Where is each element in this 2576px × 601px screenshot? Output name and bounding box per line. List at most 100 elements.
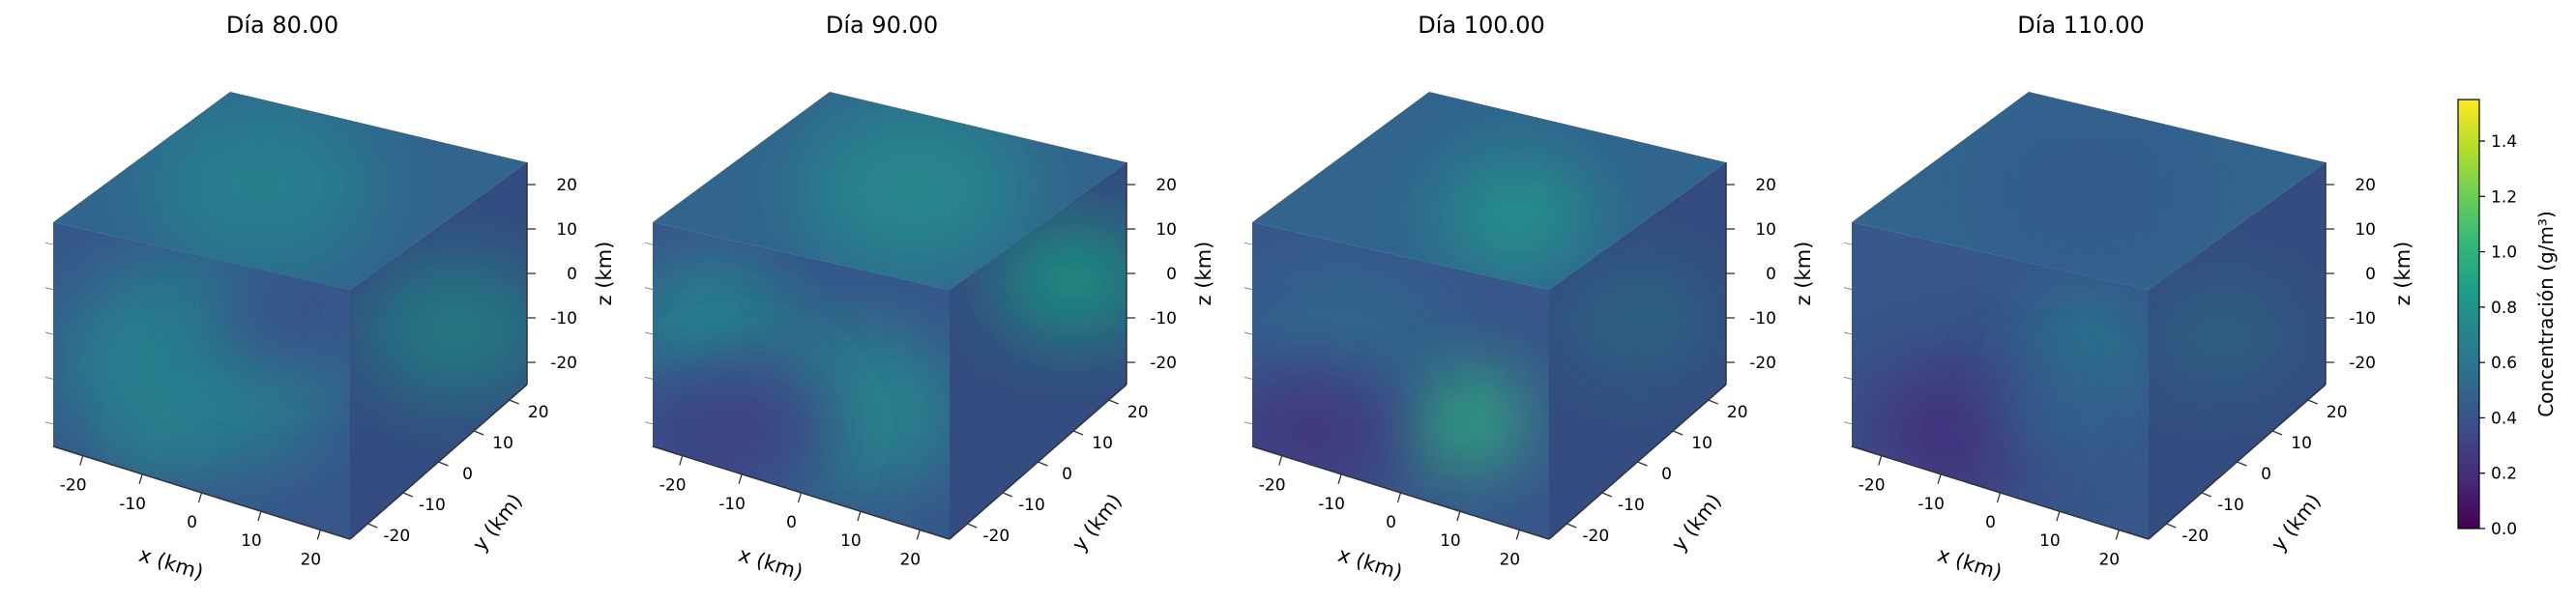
z-tick-label: 20 [556, 176, 577, 195]
x-tick-label: -20 [1259, 476, 1286, 496]
z-tick-label: -10 [1150, 309, 1177, 329]
y-tick-label: 10 [492, 434, 513, 453]
pane-tick [644, 287, 654, 291]
x-tick-label: -20 [1859, 476, 1886, 496]
z-tick-label: 10 [2355, 220, 2376, 240]
z-tick-label: -20 [2349, 354, 2376, 373]
y-tick-mark [1708, 399, 1718, 405]
y-tick-label: 10 [1092, 434, 1113, 453]
y-tick-mark [1072, 430, 1084, 436]
y-axis-label: y (km) [1068, 489, 1127, 555]
pane-tick [1843, 287, 1853, 291]
concentration-blob [2149, 274, 2299, 394]
pane-tick [644, 421, 654, 425]
y-axis-label: y (km) [468, 489, 527, 555]
pane-tick [644, 331, 654, 335]
z-tick-label: -10 [550, 309, 577, 329]
x-tick-label: -10 [1318, 495, 1345, 514]
y-tick-mark [1002, 492, 1013, 498]
y-tick-mark [1108, 399, 1119, 405]
colorbar-tick-label: 0.2 [2491, 465, 2517, 484]
x-tick-label: 20 [2098, 550, 2120, 569]
pane-tick [1843, 376, 1853, 380]
x-tick-mark [1937, 473, 1942, 484]
x-tick-mark [2056, 511, 2061, 522]
pane-tick [1843, 331, 1853, 335]
panel-3: Día 100.00 -20 -10 0 10 20 x (km) -20 -10 0 10 20 y … [1244, 12, 1815, 585]
side-shade [950, 162, 1127, 539]
x-tick-label: 20 [899, 550, 921, 569]
x-tick-mark [79, 455, 84, 466]
x-axis-label: x (km) [136, 543, 206, 585]
z-axis-label: z (km) [593, 242, 616, 306]
concentration-blob [1440, 157, 1592, 272]
z-tick-label: 10 [1755, 220, 1776, 240]
side-shade [1549, 162, 1726, 539]
concentration-blob [1976, 106, 2202, 277]
x-tick-mark [1396, 492, 1402, 503]
colorbar-gradient [2457, 99, 2480, 529]
y-axis-label: y (km) [2267, 489, 2326, 555]
panels: Día 80.00 -20 -10 0 10 20 x (km) -20 -10 0 10 20 y (… [44, 12, 2415, 585]
colorbar-tick-label: 0.4 [2491, 409, 2517, 428]
z-axis-label: z (km) [1192, 242, 1215, 306]
x-tick-label: 10 [2039, 531, 2061, 551]
concentration-blob [1252, 358, 1408, 502]
y-tick-label: -20 [1582, 527, 1609, 546]
z-tick-label: 0 [1166, 265, 1177, 284]
x-tick-mark [857, 511, 862, 522]
x-axis-label: x (km) [736, 543, 805, 585]
y-tick-label: 0 [1062, 465, 1072, 484]
x-axis-label: x (km) [1335, 543, 1405, 585]
x-tick-label: -20 [60, 476, 87, 496]
y-tick-label: -10 [1618, 496, 1645, 515]
y-tick-label: 20 [1727, 403, 1748, 422]
y-tick-mark [2271, 430, 2283, 436]
y-tick-mark [2201, 492, 2212, 498]
y-tick-mark [1637, 461, 1648, 467]
panel-2: Día 90.00 -20 -10 0 10 20 x (km) -20 -10 0 10 20 y (… [644, 12, 1215, 585]
y-tick-label: 0 [462, 465, 473, 484]
concentration-blob [147, 100, 374, 270]
colorbar-tick-label: 1.0 [2491, 243, 2517, 263]
x-tick-label: -10 [718, 495, 746, 514]
y-tick-label: -20 [2181, 527, 2209, 546]
concentration-blob [800, 103, 1027, 273]
y-tick-mark [967, 523, 978, 529]
pane-tick [644, 242, 654, 245]
colorbar-label: Concentración (g/m³) [2534, 211, 2558, 417]
y-tick-mark [509, 399, 519, 405]
x-tick-label: 20 [1499, 550, 1520, 569]
z-tick-label: 10 [1156, 220, 1177, 240]
z-tick-label: 20 [2355, 176, 2376, 195]
y-tick-label: 0 [1661, 465, 1672, 484]
x-axis-label: x (km) [1935, 543, 2005, 585]
pane-tick [44, 376, 54, 380]
z-tick-label: 10 [556, 220, 577, 240]
x-tick-label: 0 [187, 513, 197, 532]
x-tick-label: 10 [241, 531, 262, 551]
panel-title: Día 90.00 [826, 12, 938, 39]
pane-tick [44, 287, 54, 291]
x-tick-mark [316, 529, 321, 540]
colorbar-tick-label: 1.2 [2491, 187, 2517, 207]
z-tick-label: -20 [1150, 354, 1177, 373]
colorbar-tick-label: 0.8 [2491, 299, 2517, 318]
x-tick-mark [738, 473, 743, 484]
x-tick-label: 10 [840, 531, 862, 551]
y-tick-mark [2237, 461, 2247, 467]
z-tick-label: 0 [567, 265, 577, 284]
y-tick-label: -20 [383, 527, 410, 546]
pane-tick [1244, 421, 1253, 425]
colorbar-tick-label: 0.0 [2491, 520, 2517, 539]
y-tick-label: -10 [2217, 496, 2244, 515]
x-tick-mark [138, 473, 143, 484]
x-tick-mark [679, 455, 684, 466]
x-tick-label: 0 [1386, 513, 1396, 532]
x-tick-label: 0 [786, 513, 797, 532]
x-tick-label: -10 [1917, 495, 1945, 514]
y-tick-label: 20 [1127, 403, 1149, 422]
y-tick-mark [402, 492, 414, 498]
y-tick-mark [1601, 492, 1613, 498]
z-tick-label: 0 [1766, 265, 1776, 284]
